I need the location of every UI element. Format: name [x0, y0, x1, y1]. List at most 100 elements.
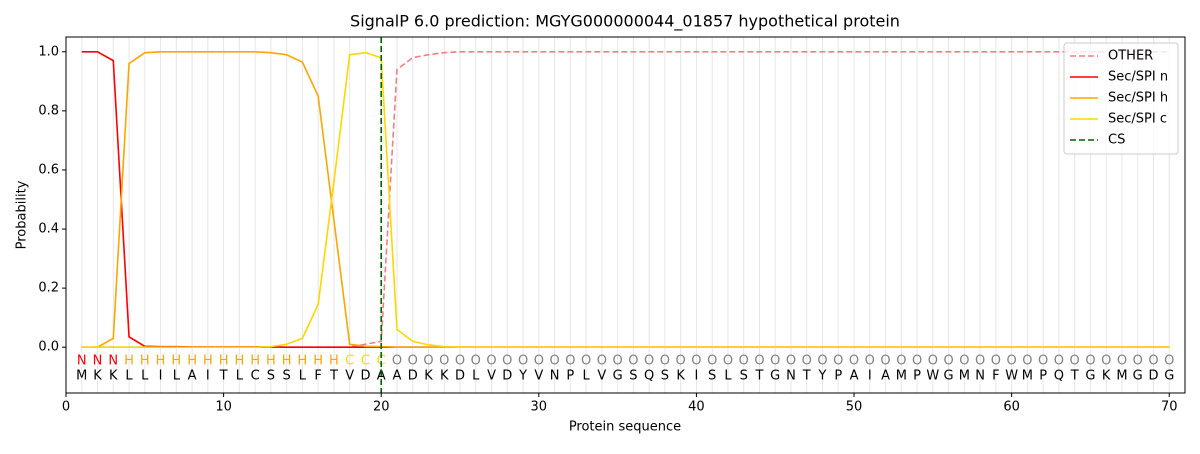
residue: S	[283, 369, 291, 384]
residue: C	[251, 369, 260, 384]
x-tick-label: 70	[1161, 400, 1178, 415]
residue: G	[770, 369, 780, 384]
residue: K	[109, 369, 118, 384]
residue: K	[93, 369, 102, 384]
residue: T	[754, 369, 763, 384]
residue: L	[472, 369, 480, 384]
residue-label: O	[1085, 354, 1095, 369]
residue-label: O	[392, 354, 402, 369]
residue-label: O	[723, 354, 733, 369]
residue-label: O	[1148, 354, 1158, 369]
residue-label: O	[896, 354, 906, 369]
residue-label: O	[959, 354, 969, 369]
residue-label: H	[203, 354, 213, 369]
residue-label: H	[282, 354, 292, 369]
x-tick-label: 60	[1003, 400, 1020, 415]
residue-label: O	[928, 354, 938, 369]
residue: M	[896, 369, 907, 384]
x-axis-label: Protein sequence	[569, 420, 681, 435]
residue: L	[141, 369, 149, 384]
residue-label: H	[266, 354, 276, 369]
residue: T	[802, 369, 811, 384]
residue-label: O	[1038, 354, 1048, 369]
series-line	[81, 50, 1170, 349]
residue-label: O	[644, 354, 654, 369]
residue-label: O	[691, 354, 701, 369]
residue: S	[708, 369, 716, 384]
residue-label: H	[313, 354, 323, 369]
residue-label: O	[439, 354, 449, 369]
residue: G	[944, 369, 954, 384]
residue: L	[299, 369, 307, 384]
residue: M	[1116, 369, 1127, 384]
residue: T	[329, 369, 338, 384]
residue: L	[724, 369, 732, 384]
residue: D	[455, 369, 465, 384]
residue: S	[740, 369, 748, 384]
residue: N	[550, 369, 560, 384]
residue-label: H	[187, 354, 197, 369]
residue: M	[76, 369, 87, 384]
residue-label: C	[361, 354, 370, 369]
residue-label: O	[455, 354, 465, 369]
residue-label: O	[565, 354, 575, 369]
residue-label: H	[234, 354, 244, 369]
legend-label: OTHER	[1108, 49, 1153, 64]
residue-label: H	[171, 354, 181, 369]
series-line	[81, 50, 1170, 349]
residue: N	[975, 369, 985, 384]
residue-label: O	[518, 354, 528, 369]
residue: A	[850, 369, 859, 384]
residue: T	[1070, 369, 1079, 384]
residue: G	[1133, 369, 1143, 384]
residue: A	[188, 369, 197, 384]
residue-label: O	[754, 354, 764, 369]
series-line	[81, 51, 1170, 349]
y-tick-label: 0.2	[38, 281, 59, 296]
series-line	[81, 50, 1170, 349]
residue-label: O	[1070, 354, 1080, 369]
residue: D	[360, 369, 370, 384]
residue: F	[314, 369, 321, 384]
residue: Y	[518, 369, 527, 384]
residue-label: N	[77, 354, 87, 369]
residue-label: O	[549, 354, 559, 369]
residue: A	[393, 369, 402, 384]
residue-label: O	[833, 354, 843, 369]
residue-label: O	[770, 354, 780, 369]
residue-label: O	[613, 354, 623, 369]
legend-label: Sec/SPI n	[1108, 70, 1168, 85]
residue-label: H	[156, 354, 166, 369]
residue: L	[582, 369, 590, 384]
residue: P	[913, 369, 921, 384]
y-tick-label: 1.0	[38, 44, 59, 59]
residue-label: H	[329, 354, 339, 369]
residue: M	[1022, 369, 1033, 384]
residue: I	[206, 369, 210, 384]
residue: A	[377, 369, 386, 384]
residue: V	[534, 369, 543, 384]
residue-label: H	[298, 354, 308, 369]
residue-label: O	[423, 354, 433, 369]
x-tick-label: 10	[215, 400, 232, 415]
legend: OTHER Sec/SPI n Sec/SPI h Sec/SPI c CS	[1063, 42, 1179, 155]
residue: T	[219, 369, 228, 384]
residue: D	[1148, 369, 1158, 384]
residue: P	[566, 369, 574, 384]
residue: S	[629, 369, 637, 384]
residue: G	[613, 369, 623, 384]
residue: F	[992, 369, 999, 384]
residue-label: O	[486, 354, 496, 369]
residue: L	[173, 369, 181, 384]
legend-box	[1063, 42, 1179, 155]
residue: W	[926, 369, 939, 384]
residue: G	[1164, 369, 1174, 384]
y-axis-label: Probability	[15, 180, 30, 249]
residue-label: N	[108, 354, 118, 369]
residue-label: O	[1022, 354, 1032, 369]
residue: N	[786, 369, 796, 384]
y-tick-label: 0.4	[38, 222, 59, 237]
x-tick-label: 0	[62, 400, 70, 415]
residue: A	[881, 369, 890, 384]
residue: Q	[644, 369, 654, 384]
